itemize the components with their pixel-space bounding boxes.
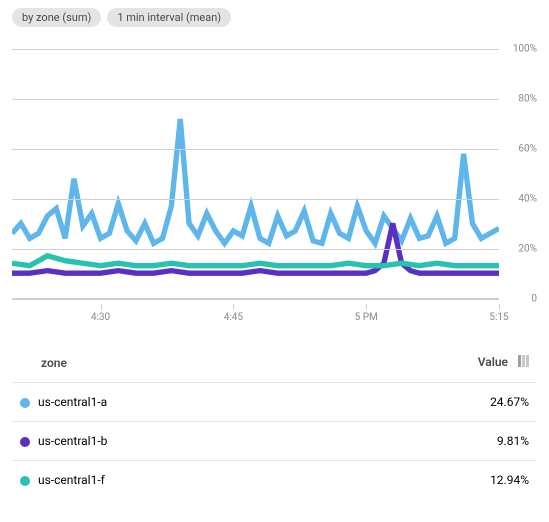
x-tick — [366, 304, 367, 310]
x-tick-label: 5 PM — [355, 312, 378, 323]
y-tick-label: 60% — [518, 144, 537, 155]
y-axis: 0 20% 40% 60% 80% 100% — [499, 37, 537, 337]
x-axis: 4:304:455 PM5:15 — [12, 304, 499, 326]
x-tick — [101, 304, 102, 310]
gridline — [12, 99, 499, 100]
gridline — [12, 249, 499, 250]
series-color-dot — [20, 398, 30, 408]
series-line — [12, 119, 499, 243]
utilization-chart: 4:304:455 PM5:15 0 20% 40% 60% 80% 100% — [12, 37, 537, 337]
table-row[interactable]: us-central1-f 12.94% — [12, 461, 537, 500]
y-tick-label: 80% — [518, 94, 537, 105]
table-row[interactable]: us-central1-b 9.81% — [12, 422, 537, 461]
y-tick-label: 100% — [513, 44, 537, 55]
x-tick-label: 4:45 — [224, 312, 243, 323]
gridline — [12, 149, 499, 150]
zone-cell: us-central1-a — [12, 383, 330, 422]
filter-chip[interactable]: 1 min interval (mean) — [107, 8, 231, 27]
zone-cell: us-central1-b — [12, 422, 330, 461]
zone-name: us-central1-b — [38, 434, 107, 448]
gridline — [12, 299, 499, 300]
series-color-dot — [20, 437, 30, 447]
table-row[interactable]: us-central1-a 24.67% — [12, 383, 537, 422]
value-cell: 12.94% — [330, 461, 537, 500]
series-line — [12, 256, 499, 266]
legend-table: zone Value us-central1-a24.67%us-central… — [12, 343, 537, 499]
gridline — [12, 199, 499, 200]
zone-name: us-central1-a — [38, 395, 107, 409]
filter-chip-group: by zone (sum) 1 min interval (mean) — [12, 8, 537, 27]
x-tick-label: 4:30 — [91, 312, 110, 323]
chart-plot-area: 4:304:455 PM5:15 — [12, 37, 499, 299]
y-tick-label: 0 — [531, 294, 537, 305]
zone-cell: us-central1-f — [12, 461, 330, 500]
filter-chip[interactable]: by zone (sum) — [12, 8, 101, 27]
gridline — [12, 49, 499, 50]
value-cell: 9.81% — [330, 422, 537, 461]
series-color-dot — [20, 476, 30, 486]
zone-name: us-central1-f — [38, 473, 105, 487]
y-tick-label: 20% — [518, 244, 537, 255]
zone-column-header[interactable]: zone — [12, 343, 330, 383]
chart-lines — [12, 37, 499, 298]
value-column-header[interactable]: Value — [330, 343, 537, 383]
value-cell: 24.67% — [330, 383, 537, 422]
y-tick-label: 40% — [518, 194, 537, 205]
column-selector-icon[interactable] — [517, 355, 529, 370]
x-tick — [233, 304, 234, 310]
